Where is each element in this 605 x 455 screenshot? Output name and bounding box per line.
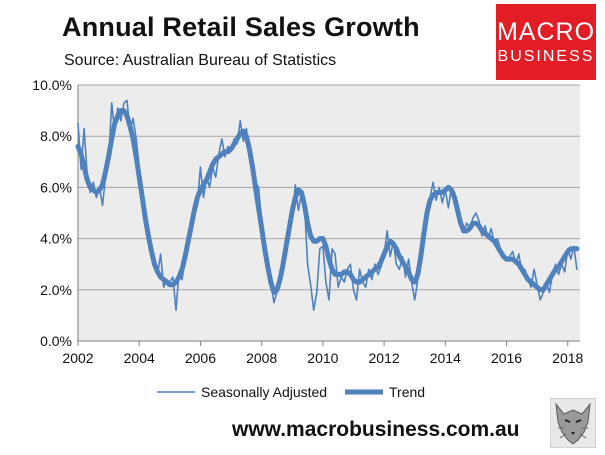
x-tick-label: 2006 <box>185 350 216 366</box>
y-tick-label: 0.0% <box>40 333 72 349</box>
legend-label-seasonally-adjusted: Seasonally Adjusted <box>201 384 327 400</box>
x-tick-label: 2018 <box>552 350 583 366</box>
y-tick-label: 8.0% <box>40 128 72 144</box>
chart-source: Source: Australian Bureau of Statistics <box>64 52 337 69</box>
y-tick-label: 2.0% <box>40 282 72 298</box>
y-tick-label: 10.0% <box>32 77 72 93</box>
x-tick-label: 2014 <box>430 350 461 366</box>
series-line-trend <box>75 108 580 295</box>
y-tick-label: 6.0% <box>40 179 72 195</box>
macrobusiness-logo: MACRO BUSINESS <box>496 4 596 80</box>
legend-label-trend: Trend <box>389 384 425 400</box>
logo-line-2: BUSINESS <box>497 48 595 65</box>
logo-line-1: MACRO <box>496 18 596 46</box>
plot-area <box>78 85 580 341</box>
x-tick-label: 2008 <box>246 350 277 366</box>
x-tick-label: 2002 <box>62 350 93 366</box>
x-tick-label: 2012 <box>369 350 400 366</box>
wolf-logo-icon <box>550 398 596 448</box>
y-tick-label: 4.0% <box>40 231 72 247</box>
chart-title: Annual Retail Sales Growth <box>62 12 420 42</box>
x-tick-label: 2010 <box>307 350 338 366</box>
x-tick-label: 2016 <box>491 350 522 366</box>
website-url: www.macrobusiness.com.au <box>232 418 520 441</box>
x-tick-label: 2004 <box>124 350 155 366</box>
